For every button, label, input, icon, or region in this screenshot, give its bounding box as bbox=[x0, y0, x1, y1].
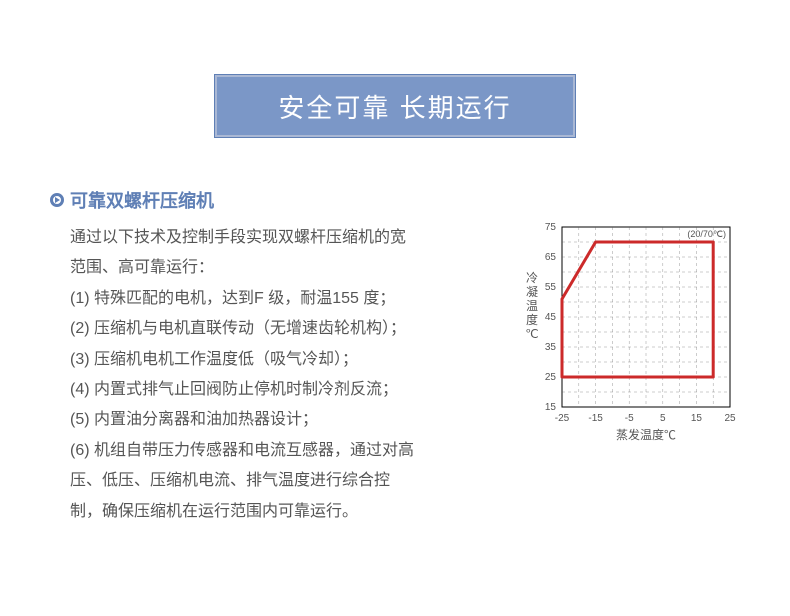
svg-text:55: 55 bbox=[545, 282, 557, 293]
svg-text:15: 15 bbox=[545, 402, 557, 413]
list-item-6c: 制，确保压缩机在运行范围内可靠运行。 bbox=[70, 497, 500, 527]
svg-text:25: 25 bbox=[545, 372, 557, 383]
bullet-icon bbox=[50, 193, 64, 207]
svg-text:35: 35 bbox=[545, 342, 557, 353]
svg-text:温: 温 bbox=[526, 299, 538, 313]
envelope-chart: -25 -15 -5 5 15 25 15 25 35 45 55 65 75 (20/70℃) 蒸发温度℃… bbox=[520, 217, 740, 447]
section-heading: 可靠双螺杆压缩机 bbox=[50, 187, 500, 213]
list-item-3: (3) 压缩机电机工作温度低（吸气冷却）； bbox=[70, 345, 500, 375]
list-item-6a: (6) 机组自带压力传感器和电流互感器，通过对高 bbox=[70, 436, 500, 466]
list-item-6b: 压、低压、压缩机电流、排气温度进行综合控 bbox=[70, 466, 500, 496]
svg-text:℃: ℃ bbox=[525, 327, 538, 341]
svg-text:-25: -25 bbox=[555, 413, 570, 424]
banner-title: 安全可靠 长期运行 bbox=[278, 88, 511, 125]
svg-text:冷: 冷 bbox=[526, 271, 538, 285]
intro-line-2: 范围、高可靠运行： bbox=[70, 253, 500, 283]
text-column: 可靠双螺杆压缩机 通过以下技术及控制手段实现双螺杆压缩机的宽 范围、高可靠运行：… bbox=[50, 187, 500, 527]
intro-line-1: 通过以下技术及控制手段实现双螺杆压缩机的宽 bbox=[70, 223, 500, 253]
svg-text:45: 45 bbox=[545, 312, 557, 323]
svg-text:凝: 凝 bbox=[526, 284, 538, 299]
chart-container: -25 -15 -5 5 15 25 15 25 35 45 55 65 75 (20/70℃) 蒸发温度℃… bbox=[520, 187, 740, 527]
svg-text:-5: -5 bbox=[625, 413, 634, 424]
list-item-2: (2) 压缩机与电机直联传动（无增速齿轮机构）； bbox=[70, 314, 500, 344]
svg-text:蒸发温度℃: 蒸发温度℃ bbox=[616, 427, 676, 442]
list-item-1: (1) 特殊匹配的电机，达到F 级，耐温155 度； bbox=[70, 284, 500, 314]
title-banner: 安全可靠 长期运行 bbox=[215, 75, 575, 137]
svg-text:5: 5 bbox=[660, 413, 666, 424]
svg-text:(20/70℃): (20/70℃) bbox=[687, 229, 726, 239]
svg-text:65: 65 bbox=[545, 252, 557, 263]
svg-text:75: 75 bbox=[545, 222, 557, 233]
content-area: 可靠双螺杆压缩机 通过以下技术及控制手段实现双螺杆压缩机的宽 范围、高可靠运行：… bbox=[0, 187, 790, 527]
heading-text: 可靠双螺杆压缩机 bbox=[70, 187, 214, 213]
svg-text:15: 15 bbox=[691, 413, 703, 424]
svg-text:-15: -15 bbox=[588, 413, 603, 424]
svg-text:度: 度 bbox=[526, 312, 538, 327]
list-item-4: (4) 内置式排气止回阀防止停机时制冷剂反流； bbox=[70, 375, 500, 405]
body-text: 通过以下技术及控制手段实现双螺杆压缩机的宽 范围、高可靠运行： (1) 特殊匹配… bbox=[50, 223, 500, 527]
svg-text:25: 25 bbox=[724, 413, 736, 424]
list-item-5: (5) 内置油分离器和油加热器设计； bbox=[70, 405, 500, 435]
